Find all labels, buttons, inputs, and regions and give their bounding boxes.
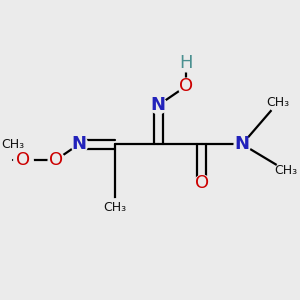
Text: N: N: [71, 135, 86, 153]
Text: O: O: [49, 151, 63, 169]
Text: O: O: [179, 77, 193, 95]
Text: H: H: [179, 54, 193, 72]
Text: CH₃: CH₃: [274, 164, 297, 177]
Text: CH₃: CH₃: [103, 201, 127, 214]
Text: CH₃: CH₃: [267, 96, 290, 109]
Text: O: O: [16, 151, 30, 169]
Text: N: N: [235, 135, 250, 153]
Text: N: N: [151, 96, 166, 114]
Text: CH₃: CH₃: [2, 138, 25, 151]
Text: O: O: [195, 174, 209, 192]
